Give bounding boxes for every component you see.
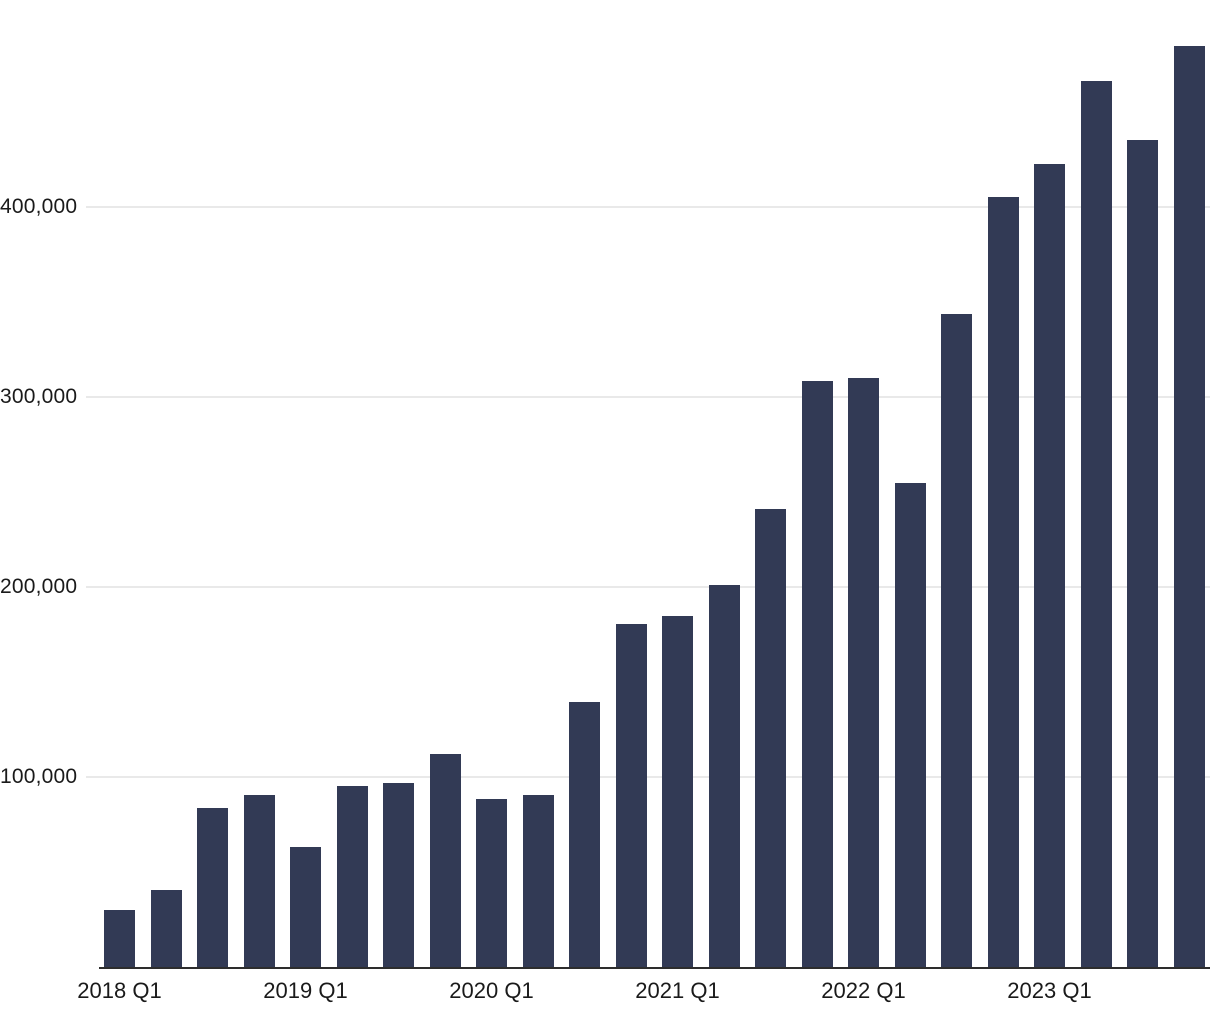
- bar: [197, 808, 228, 967]
- x-tick-label: 2019 Q1: [263, 978, 348, 1003]
- bar: [290, 847, 321, 967]
- y-tick-label: 100,000: [0, 765, 78, 788]
- y-tick-label: 300,000: [0, 385, 78, 408]
- x-tick-label: 2018 Q1: [77, 978, 162, 1003]
- bar: [1173, 46, 1205, 967]
- bar: [801, 380, 833, 967]
- gridline: [86, 396, 1210, 398]
- bar: [708, 584, 740, 967]
- bar: [429, 754, 461, 967]
- bar: [476, 799, 507, 967]
- bar: [569, 702, 600, 967]
- bar: [522, 794, 554, 967]
- bar: [1127, 140, 1158, 967]
- bar: [104, 910, 135, 967]
- x-axis-line: [99, 967, 1210, 969]
- bar: [662, 615, 693, 967]
- x-tick-label: 2022 Q1: [821, 978, 906, 1003]
- gridline: [86, 776, 1210, 778]
- bar: [848, 377, 879, 967]
- bar: [894, 483, 926, 967]
- bar: [243, 794, 275, 967]
- bar: [1034, 163, 1065, 967]
- y-tick-label: 400,000: [0, 195, 78, 218]
- y-tick-label: 200,000: [0, 575, 78, 598]
- x-tick-label: 2020 Q1: [449, 978, 534, 1003]
- x-tick-label: 2023 Q1: [1007, 978, 1092, 1003]
- bar: [615, 623, 647, 967]
- bar: [755, 508, 786, 967]
- x-tick-label: 2021 Q1: [635, 978, 720, 1003]
- gridline: [86, 586, 1210, 588]
- bar: [150, 889, 182, 967]
- bar: [1080, 81, 1112, 967]
- bar: [941, 313, 972, 967]
- gridline: [86, 206, 1210, 208]
- bar: [336, 786, 368, 967]
- bar: [987, 196, 1019, 967]
- bar: [383, 782, 414, 967]
